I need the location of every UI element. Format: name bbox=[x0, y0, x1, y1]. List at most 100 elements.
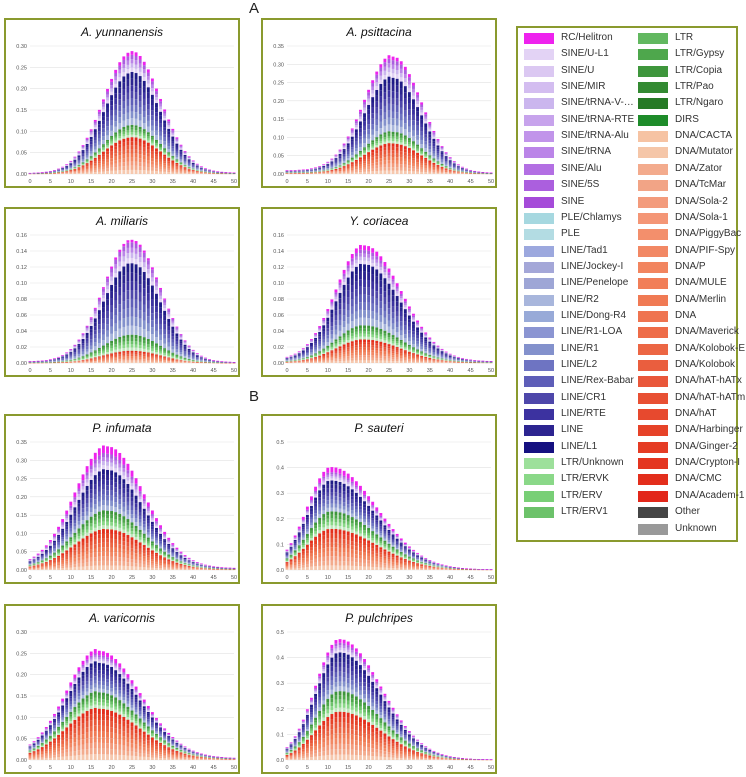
bar-segment bbox=[359, 347, 362, 350]
bar-segment bbox=[354, 253, 358, 257]
bar-segment bbox=[403, 129, 407, 136]
bar-segment bbox=[432, 161, 436, 162]
bar-segment bbox=[359, 143, 362, 148]
bar-segment bbox=[122, 352, 126, 354]
bar-segment bbox=[167, 161, 171, 164]
bar-segment bbox=[77, 161, 81, 163]
bar-segment bbox=[106, 159, 109, 163]
bar-stack bbox=[171, 318, 175, 363]
bar-segment bbox=[85, 331, 89, 333]
bar-segment bbox=[110, 95, 114, 101]
bar-segment bbox=[354, 357, 358, 361]
bar-segment bbox=[97, 150, 101, 153]
bar-segment bbox=[391, 138, 395, 142]
bar-segment-helitron bbox=[428, 122, 432, 124]
bar-segment bbox=[387, 124, 391, 132]
bar-segment bbox=[110, 137, 114, 140]
bar-segment bbox=[407, 84, 411, 89]
bar-segment bbox=[97, 156, 101, 160]
bar-segment bbox=[363, 317, 366, 326]
bar-segment bbox=[383, 132, 387, 135]
bar-stack bbox=[289, 355, 293, 364]
bar-segment bbox=[146, 347, 150, 350]
bar-segment-helitron bbox=[57, 356, 60, 358]
bar-stack bbox=[53, 358, 56, 364]
bar-segment bbox=[354, 304, 358, 312]
bar-segment bbox=[367, 264, 371, 273]
bar-segment-helitron bbox=[122, 243, 126, 247]
bar-segment bbox=[126, 354, 130, 357]
bar-segment bbox=[77, 359, 81, 361]
bar-segment bbox=[310, 357, 313, 359]
bar-segment bbox=[118, 73, 122, 78]
bar-segment bbox=[134, 358, 138, 361]
bar-segment bbox=[175, 155, 179, 158]
bar-segment-helitron bbox=[461, 166, 464, 168]
bar-segment bbox=[167, 156, 171, 158]
bar-segment bbox=[338, 162, 342, 164]
bar-segment bbox=[359, 125, 362, 129]
bar-segment bbox=[175, 138, 179, 140]
bar-segment bbox=[81, 165, 85, 167]
bar-segment bbox=[122, 246, 126, 252]
bar-segment bbox=[110, 340, 114, 344]
bar-segment bbox=[416, 151, 419, 153]
bar-segment bbox=[342, 163, 346, 165]
bar-segment-helitron bbox=[208, 169, 211, 171]
bar-segment bbox=[334, 155, 338, 156]
bar-segment bbox=[399, 68, 403, 74]
bar-segment bbox=[134, 259, 138, 265]
bar-segment bbox=[371, 142, 375, 144]
bar-segment bbox=[118, 252, 122, 257]
bar-segment bbox=[350, 136, 354, 140]
bar-segment bbox=[81, 338, 85, 342]
bar-segment bbox=[367, 109, 371, 115]
bar-segment bbox=[134, 60, 138, 65]
bar-segment bbox=[346, 351, 350, 354]
bar-segment bbox=[106, 156, 109, 160]
bar-segment bbox=[420, 123, 424, 128]
bar-segment bbox=[424, 123, 428, 128]
bar-segment bbox=[367, 360, 371, 363]
bar-segment bbox=[110, 143, 114, 146]
bar-segment bbox=[73, 345, 77, 347]
bar-segment bbox=[163, 165, 167, 168]
bar-segment bbox=[448, 157, 452, 159]
bar-segment-helitron bbox=[167, 308, 171, 310]
bar-segment bbox=[350, 131, 354, 134]
bar-segment bbox=[322, 356, 326, 358]
bar-segment bbox=[346, 168, 350, 170]
bar-stack bbox=[342, 143, 346, 174]
bar-segment bbox=[334, 320, 338, 326]
bar-segment bbox=[432, 141, 436, 144]
bar-segment bbox=[77, 357, 81, 359]
bar-segment bbox=[314, 357, 317, 359]
bar-segment-helitron bbox=[204, 168, 207, 169]
bar-segment bbox=[436, 149, 440, 152]
bar-segment bbox=[428, 131, 432, 135]
bar-segment bbox=[346, 164, 350, 166]
bar-segment bbox=[73, 172, 77, 173]
bar-segment bbox=[428, 167, 432, 170]
bar-segment bbox=[179, 160, 183, 163]
bar-segment bbox=[138, 63, 142, 68]
bar-segment-helitron bbox=[167, 119, 171, 122]
bar-stack bbox=[44, 171, 48, 175]
y-tick-label: 0.08 bbox=[16, 297, 27, 303]
chart-svg: A. miliaris0.000.020.040.060.080.100.120… bbox=[16, 214, 237, 374]
bar-segment bbox=[363, 357, 366, 361]
bar-stack bbox=[77, 339, 81, 363]
bar-segment bbox=[314, 356, 317, 358]
bar-segment bbox=[89, 135, 93, 137]
bar-segment bbox=[310, 353, 313, 356]
bar-segment bbox=[395, 143, 399, 148]
bar-segment bbox=[97, 167, 101, 170]
bar-segment bbox=[387, 90, 391, 98]
bar-segment-helitron bbox=[305, 169, 309, 170]
bar-segment bbox=[118, 359, 122, 361]
bar-segment bbox=[93, 361, 97, 363]
bar-segment bbox=[155, 349, 158, 353]
bar-segment-helitron bbox=[379, 64, 383, 68]
bar-segment bbox=[436, 141, 440, 143]
bar-segment bbox=[171, 160, 175, 162]
